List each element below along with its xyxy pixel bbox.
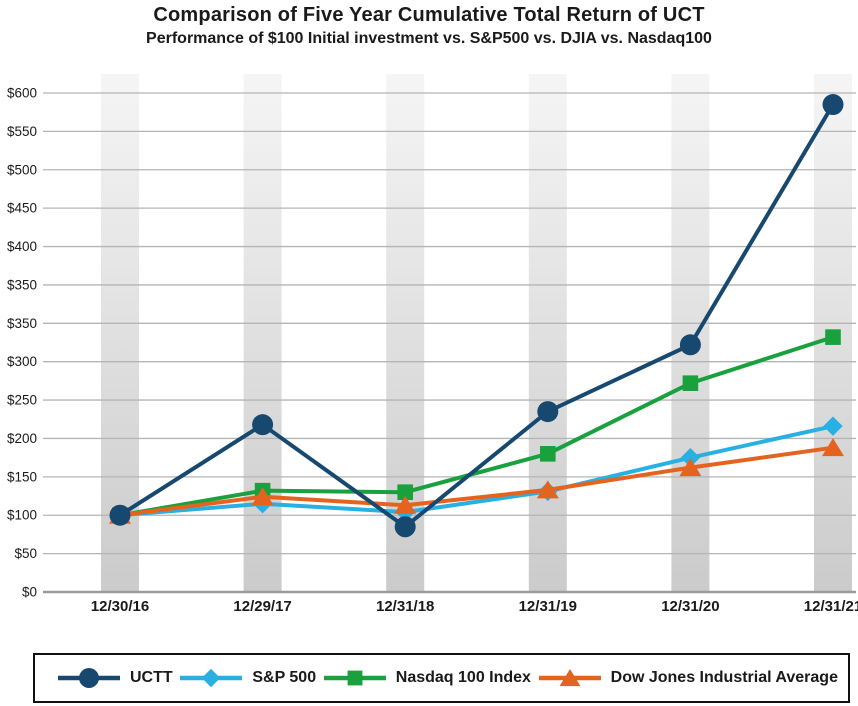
y-axis-tick-label: $200 (7, 431, 37, 446)
series-line (118, 103, 835, 530)
dow-jones-triangle-marker-icon (538, 668, 601, 687)
legend-item-uctt: UCTT (57, 665, 173, 691)
nasdaq100-square-marker-icon (323, 670, 386, 686)
y-axis-tick-label: $600 (7, 86, 37, 101)
legend-label-uctt: UCTT (130, 669, 173, 686)
y-axis-tick-label: $550 (7, 124, 37, 139)
legend-label-dow-jones: Dow Jones Industrial Average (610, 669, 838, 686)
y-axis-tick-label: $100 (7, 508, 37, 523)
x-axis-tick-label: 12/31/20 (661, 598, 719, 615)
legend-label-sp500: S&P 500 (252, 669, 317, 686)
y-axis-tick-label: $400 (7, 239, 37, 254)
y-axis-tick-label: $250 (7, 393, 37, 408)
legend-item-dow-jones: Dow Jones Industrial Average (538, 665, 838, 691)
column-highlight-band (671, 74, 710, 592)
x-axis-tick-label: 12/31/19 (519, 598, 577, 615)
column-highlight-band (528, 74, 567, 592)
y-axis-tick-label: $350 (7, 316, 37, 331)
y-axis-tick-label: $500 (7, 162, 37, 177)
legend-label-nasdaq100: Nasdaq 100 Index (395, 669, 531, 686)
chart-legend: UCTT S&P 500 Nasdaq 100 Index Dow Jones … (33, 653, 850, 703)
x-axis-tick-label: 12/30/16 (91, 598, 149, 615)
chart-subtitle: Performance of $100 Initial investment v… (146, 30, 712, 47)
series-uctt (109, 94, 844, 538)
y-axis-tick-label: $0 (22, 585, 37, 600)
x-axis-tick-label: 12/31/18 (376, 598, 434, 615)
series-line (119, 424, 834, 518)
legend-item-sp500: S&P 500 (179, 665, 316, 691)
chart-title: Comparison of Five Year Cumulative Total… (153, 4, 705, 26)
line-chart-plot-area: $600 $550 $500 $450 $400 $350 $350 $300 $250 $200… (7, 74, 858, 615)
sp500-diamond-marker-icon (180, 668, 243, 688)
y-axis-tick-label: $350 (7, 277, 37, 292)
x-axis-tick-label: 12/31/21 (804, 598, 858, 615)
y-axis-tick-label: $150 (7, 469, 37, 484)
column-highlight-band (243, 74, 282, 592)
series-line (119, 445, 834, 518)
y-axis-tick-label: $50 (14, 546, 37, 561)
x-axis-tick-label: 12/29/17 (233, 598, 291, 615)
legend-item-nasdaq100: Nasdaq 100 Index (323, 665, 531, 691)
series-nasdaq-100-index (112, 329, 841, 524)
y-axis-tick-label: $300 (7, 354, 37, 369)
y-axis-tick-label: $450 (7, 201, 37, 216)
series-line (119, 335, 834, 518)
uctt-circle-marker-icon (58, 668, 120, 688)
